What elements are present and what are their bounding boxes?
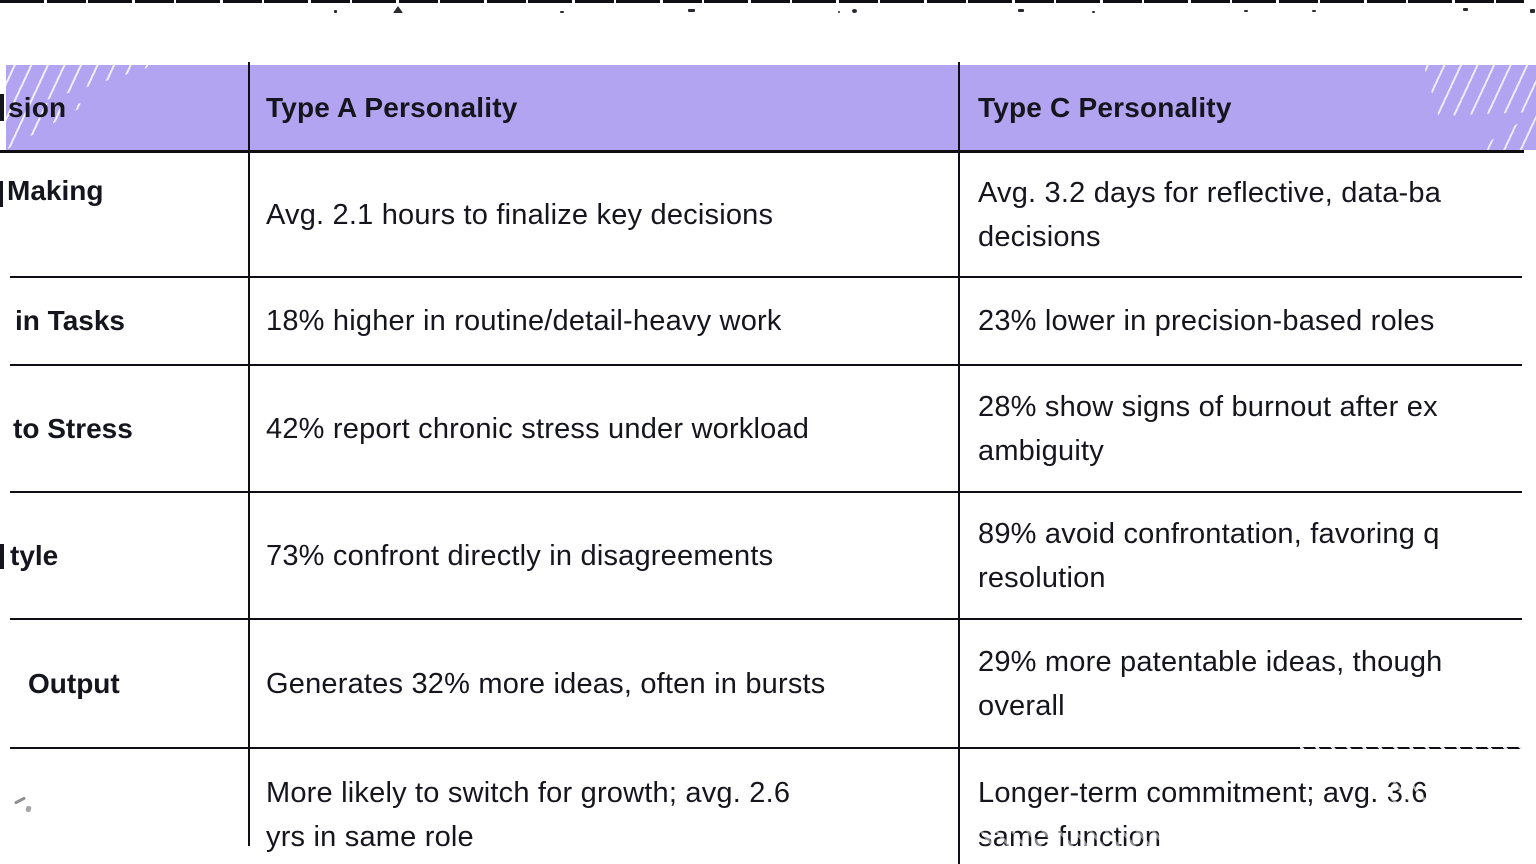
header-label: sion <box>8 91 67 123</box>
header-type-c: Type C Personality <box>978 65 1536 150</box>
cell-line: Output <box>28 667 120 699</box>
cell-type-c: 28% show signs of burnout after ex ambig… <box>962 366 1536 491</box>
clipped-glyph <box>0 94 4 121</box>
cell-dimension: in Tasks <box>0 278 246 364</box>
cell-type-a: 18% higher in routine/detail-heavy work <box>252 278 956 364</box>
cell-type-a: More likely to switch for growth; avg. 2… <box>252 749 956 864</box>
cell-line: same function <box>978 821 1162 853</box>
ink-speck <box>688 9 695 12</box>
ink-speck <box>334 10 337 13</box>
cell-line: 29% more patentable ideas, though <box>978 645 1443 678</box>
ink-speck <box>838 11 840 13</box>
cell-line: yrs in same role <box>266 821 474 853</box>
header-dimension: sion <box>8 65 246 150</box>
column-divider <box>958 62 960 864</box>
cell-dimension <box>0 749 246 864</box>
cell-line: Longer-term commitment; avg. 3.6 <box>978 777 1428 809</box>
clipped-glyph <box>0 181 3 207</box>
ink-speck <box>1244 10 1248 12</box>
cell-line: Avg. 2.1 hours to finalize key decisions <box>266 198 774 231</box>
cell-line: overall <box>978 689 1065 722</box>
cell-line: decisions <box>978 220 1101 253</box>
ink-speck <box>1092 11 1095 13</box>
cell-line: to Stress <box>13 412 133 444</box>
cell-line: resolution <box>978 561 1106 594</box>
cell-line: More likely to switch for growth; avg. 2… <box>266 777 791 809</box>
ink-speck <box>1312 10 1316 12</box>
row-border <box>10 747 1522 749</box>
ink-speck <box>393 6 403 13</box>
cell-type-c: Longer-term commitment; avg. 3.6 same fu… <box>962 749 1536 864</box>
table-top-border <box>0 0 1524 3</box>
cell-line: Making <box>7 174 104 206</box>
cell-line: 23% lower in precision-based roles <box>978 305 1435 337</box>
header-bottom-border <box>0 150 1524 153</box>
ink-speck <box>1463 8 1468 11</box>
cell-type-c: 89% avoid confrontation, favoring q reso… <box>962 493 1536 618</box>
header-label: Type A Personality <box>266 91 518 123</box>
cell-line: 28% show signs of burnout after ex <box>978 390 1438 423</box>
cell-dimension: Making <box>0 153 246 276</box>
row-border <box>10 491 1522 493</box>
cell-dimension: tyle <box>0 493 246 618</box>
cell-dimension: to Stress <box>0 366 246 491</box>
cell-line: tyle <box>10 539 59 571</box>
cell-type-a: Generates 32% more ideas, often in burst… <box>252 620 956 747</box>
ink-speck <box>852 9 857 13</box>
column-divider <box>248 62 250 846</box>
cell-type-c: 29% more patentable ideas, though overal… <box>962 620 1536 747</box>
cell-type-a: Avg. 2.1 hours to finalize key decisions <box>252 153 956 276</box>
ink-speck <box>1018 9 1024 12</box>
ink-speck <box>1530 9 1535 13</box>
ink-speck <box>560 11 564 13</box>
row-border <box>10 276 1522 278</box>
cell-line: 89% avoid confrontation, favoring q <box>978 517 1440 550</box>
cell-type-a: 42% report chronic stress under workload <box>252 366 956 491</box>
cell-line: ambiguity <box>978 434 1104 467</box>
cell-dimension: Output <box>0 620 246 747</box>
row-border <box>10 364 1522 366</box>
cell-type-c: Avg. 3.2 days for reflective, data-ba de… <box>962 153 1536 276</box>
row-border <box>10 618 1522 620</box>
cell-line: 18% higher in routine/detail-heavy work <box>266 305 782 337</box>
header-label: Type C Personality <box>978 91 1232 123</box>
clipped-glyph <box>0 544 4 569</box>
cell-line: 42% report chronic stress under workload <box>266 412 810 445</box>
cell-line: 73% confront directly in disagreements <box>266 539 774 572</box>
erosion-spot <box>974 816 988 830</box>
header-type-a: Type A Personality <box>266 65 956 150</box>
cell-type-a: 73% confront directly in disagreements <box>252 493 956 618</box>
cell-line: Avg. 3.2 days for reflective, data-ba <box>978 176 1442 209</box>
cell-line: Generates 32% more ideas, often in burst… <box>266 667 826 700</box>
cell-line: in Tasks <box>15 305 125 336</box>
cell-type-c: 23% lower in precision-based roles <box>962 278 1536 364</box>
